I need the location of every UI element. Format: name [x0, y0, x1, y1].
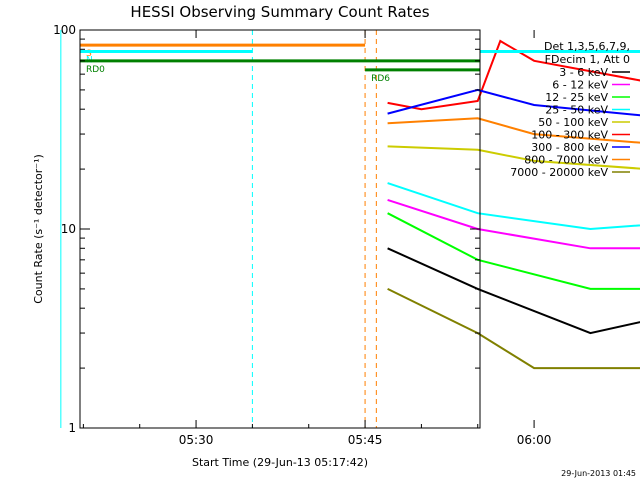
- flag-label-5: RD6: [371, 74, 390, 84]
- y-tick-label-2: 10: [61, 222, 76, 236]
- flag-label-1: S: [86, 49, 92, 59]
- legend-entry-label-2: 6 - 12 keV: [552, 79, 608, 92]
- series-line-1: [387, 39, 640, 111]
- footer-date: 29-Jun-2013 01:45: [561, 469, 636, 478]
- series-line-3: [387, 117, 640, 144]
- flag-label-4: RD0: [86, 65, 105, 75]
- legend-header-2: FDecim 1, Att 0: [545, 53, 630, 66]
- chart-title: HESSI Observing Summary Count Rates: [130, 3, 429, 21]
- series-line-9: [387, 288, 640, 370]
- series-line-2: [387, 88, 640, 117]
- markers-layer: SNNRD0RD6: [60, 30, 640, 428]
- x-tick-label-2: 05:45: [348, 433, 383, 447]
- series-layer: [387, 39, 640, 370]
- legend-entry-label-6: 100 - 300 keV: [531, 129, 608, 142]
- x-axis-label: Start Time (29-Jun-13 05:17:42): [192, 456, 368, 469]
- series-line-6: [387, 198, 640, 250]
- x-tick-label-3: 06:00: [517, 433, 552, 447]
- legend-entry-label-7: 300 - 800 keV: [531, 141, 608, 154]
- legend-entry-label-9: 7000 - 20000 keV: [510, 166, 608, 179]
- y-tick-label-3: 100: [53, 23, 76, 37]
- legend-entry-label-5: 50 - 100 keV: [538, 116, 608, 129]
- legend-header-1: Det 1,3,5,6,7,9,: [544, 40, 630, 53]
- x-tick-label-1: 05:30: [179, 433, 214, 447]
- legend: Det 1,3,5,6,7,9,FDecim 1, Att 03 - 6 keV…: [510, 40, 630, 179]
- legend-entry-label-4: 25 - 50 keV: [545, 104, 608, 117]
- y-tick-label-1: 1: [68, 421, 76, 435]
- legend-entry-label-3: 12 - 25 keV: [545, 91, 608, 104]
- series-line-8: [387, 247, 640, 335]
- y-axis-label: Count Rate (s⁻¹ detector⁻¹): [32, 154, 45, 304]
- legend-entry-label-8: 800 - 7000 keV: [524, 154, 608, 167]
- series-line-7: [387, 212, 640, 290]
- series-line-5: [387, 182, 640, 231]
- legend-entry-label-1: 3 - 6 keV: [559, 66, 608, 79]
- series-line-4: [387, 145, 640, 170]
